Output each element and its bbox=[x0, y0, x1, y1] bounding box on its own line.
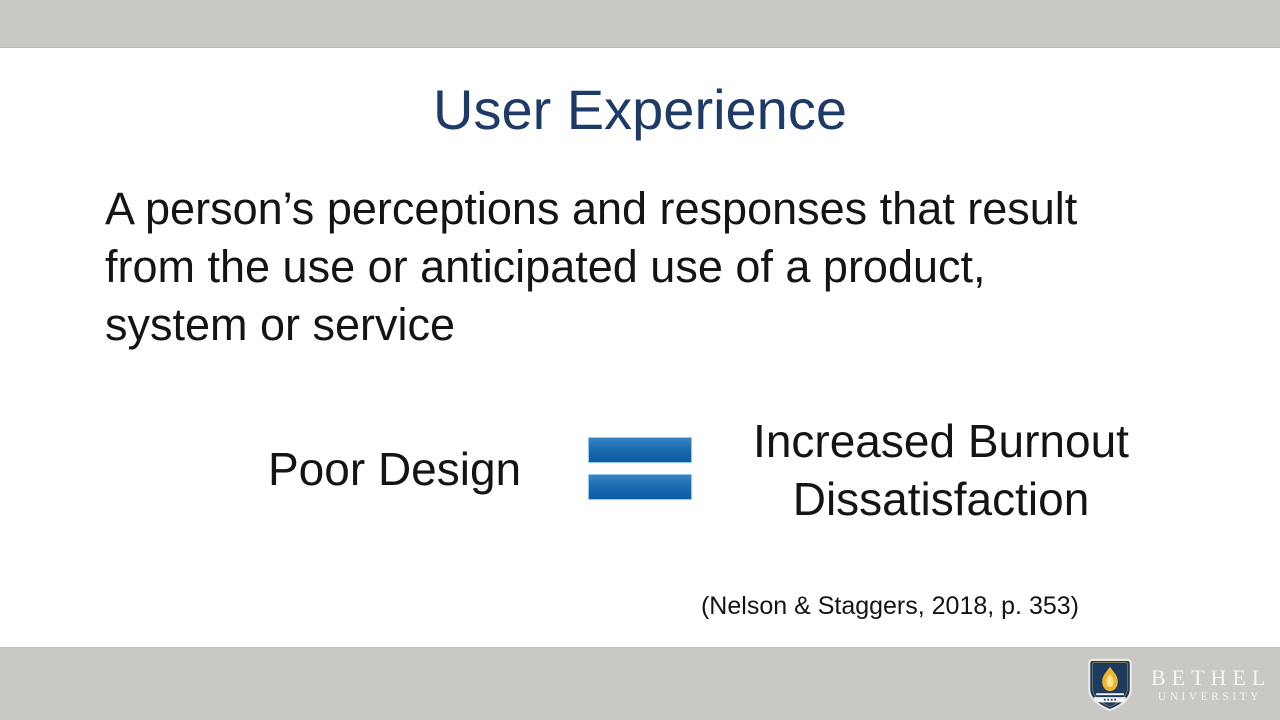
page-title: User Experience bbox=[433, 78, 847, 141]
definition-line: from the use or anticipated use of a pro… bbox=[105, 241, 986, 292]
bethel-university-logo: BETHEL UNIVERSITY bbox=[1084, 658, 1271, 712]
equals-icon bbox=[588, 437, 692, 500]
bethel-shield-icon bbox=[1088, 658, 1132, 712]
equals-bottom-bar bbox=[588, 474, 692, 500]
definition-line: system or service bbox=[105, 299, 456, 350]
logo-institution-name: BETHEL bbox=[1151, 665, 1272, 690]
logo-institution-subtitle: UNIVERSITY bbox=[1157, 691, 1262, 703]
equation-right-line: Dissatisfaction bbox=[792, 473, 1090, 525]
letterbox-top-bar bbox=[0, 0, 1280, 48]
letterbox-bottom-bar bbox=[0, 647, 1280, 720]
equation-right-line: Increased Burnout bbox=[753, 415, 1129, 467]
equation-right-label: Increased Burnout Dissatisfaction bbox=[741, 412, 1141, 528]
equation-left-label: Poor Design bbox=[268, 443, 522, 495]
definition-line: A person’s perceptions and responses tha… bbox=[105, 183, 1078, 234]
citation-text: (Nelson & Staggers, 2018, p. 353) bbox=[700, 592, 1079, 620]
equals-top-bar bbox=[588, 437, 692, 463]
logo-wordmark: BETHEL UNIVERSITY bbox=[1145, 666, 1271, 704]
definition-text: A person’s perceptions and responses tha… bbox=[105, 180, 1205, 354]
